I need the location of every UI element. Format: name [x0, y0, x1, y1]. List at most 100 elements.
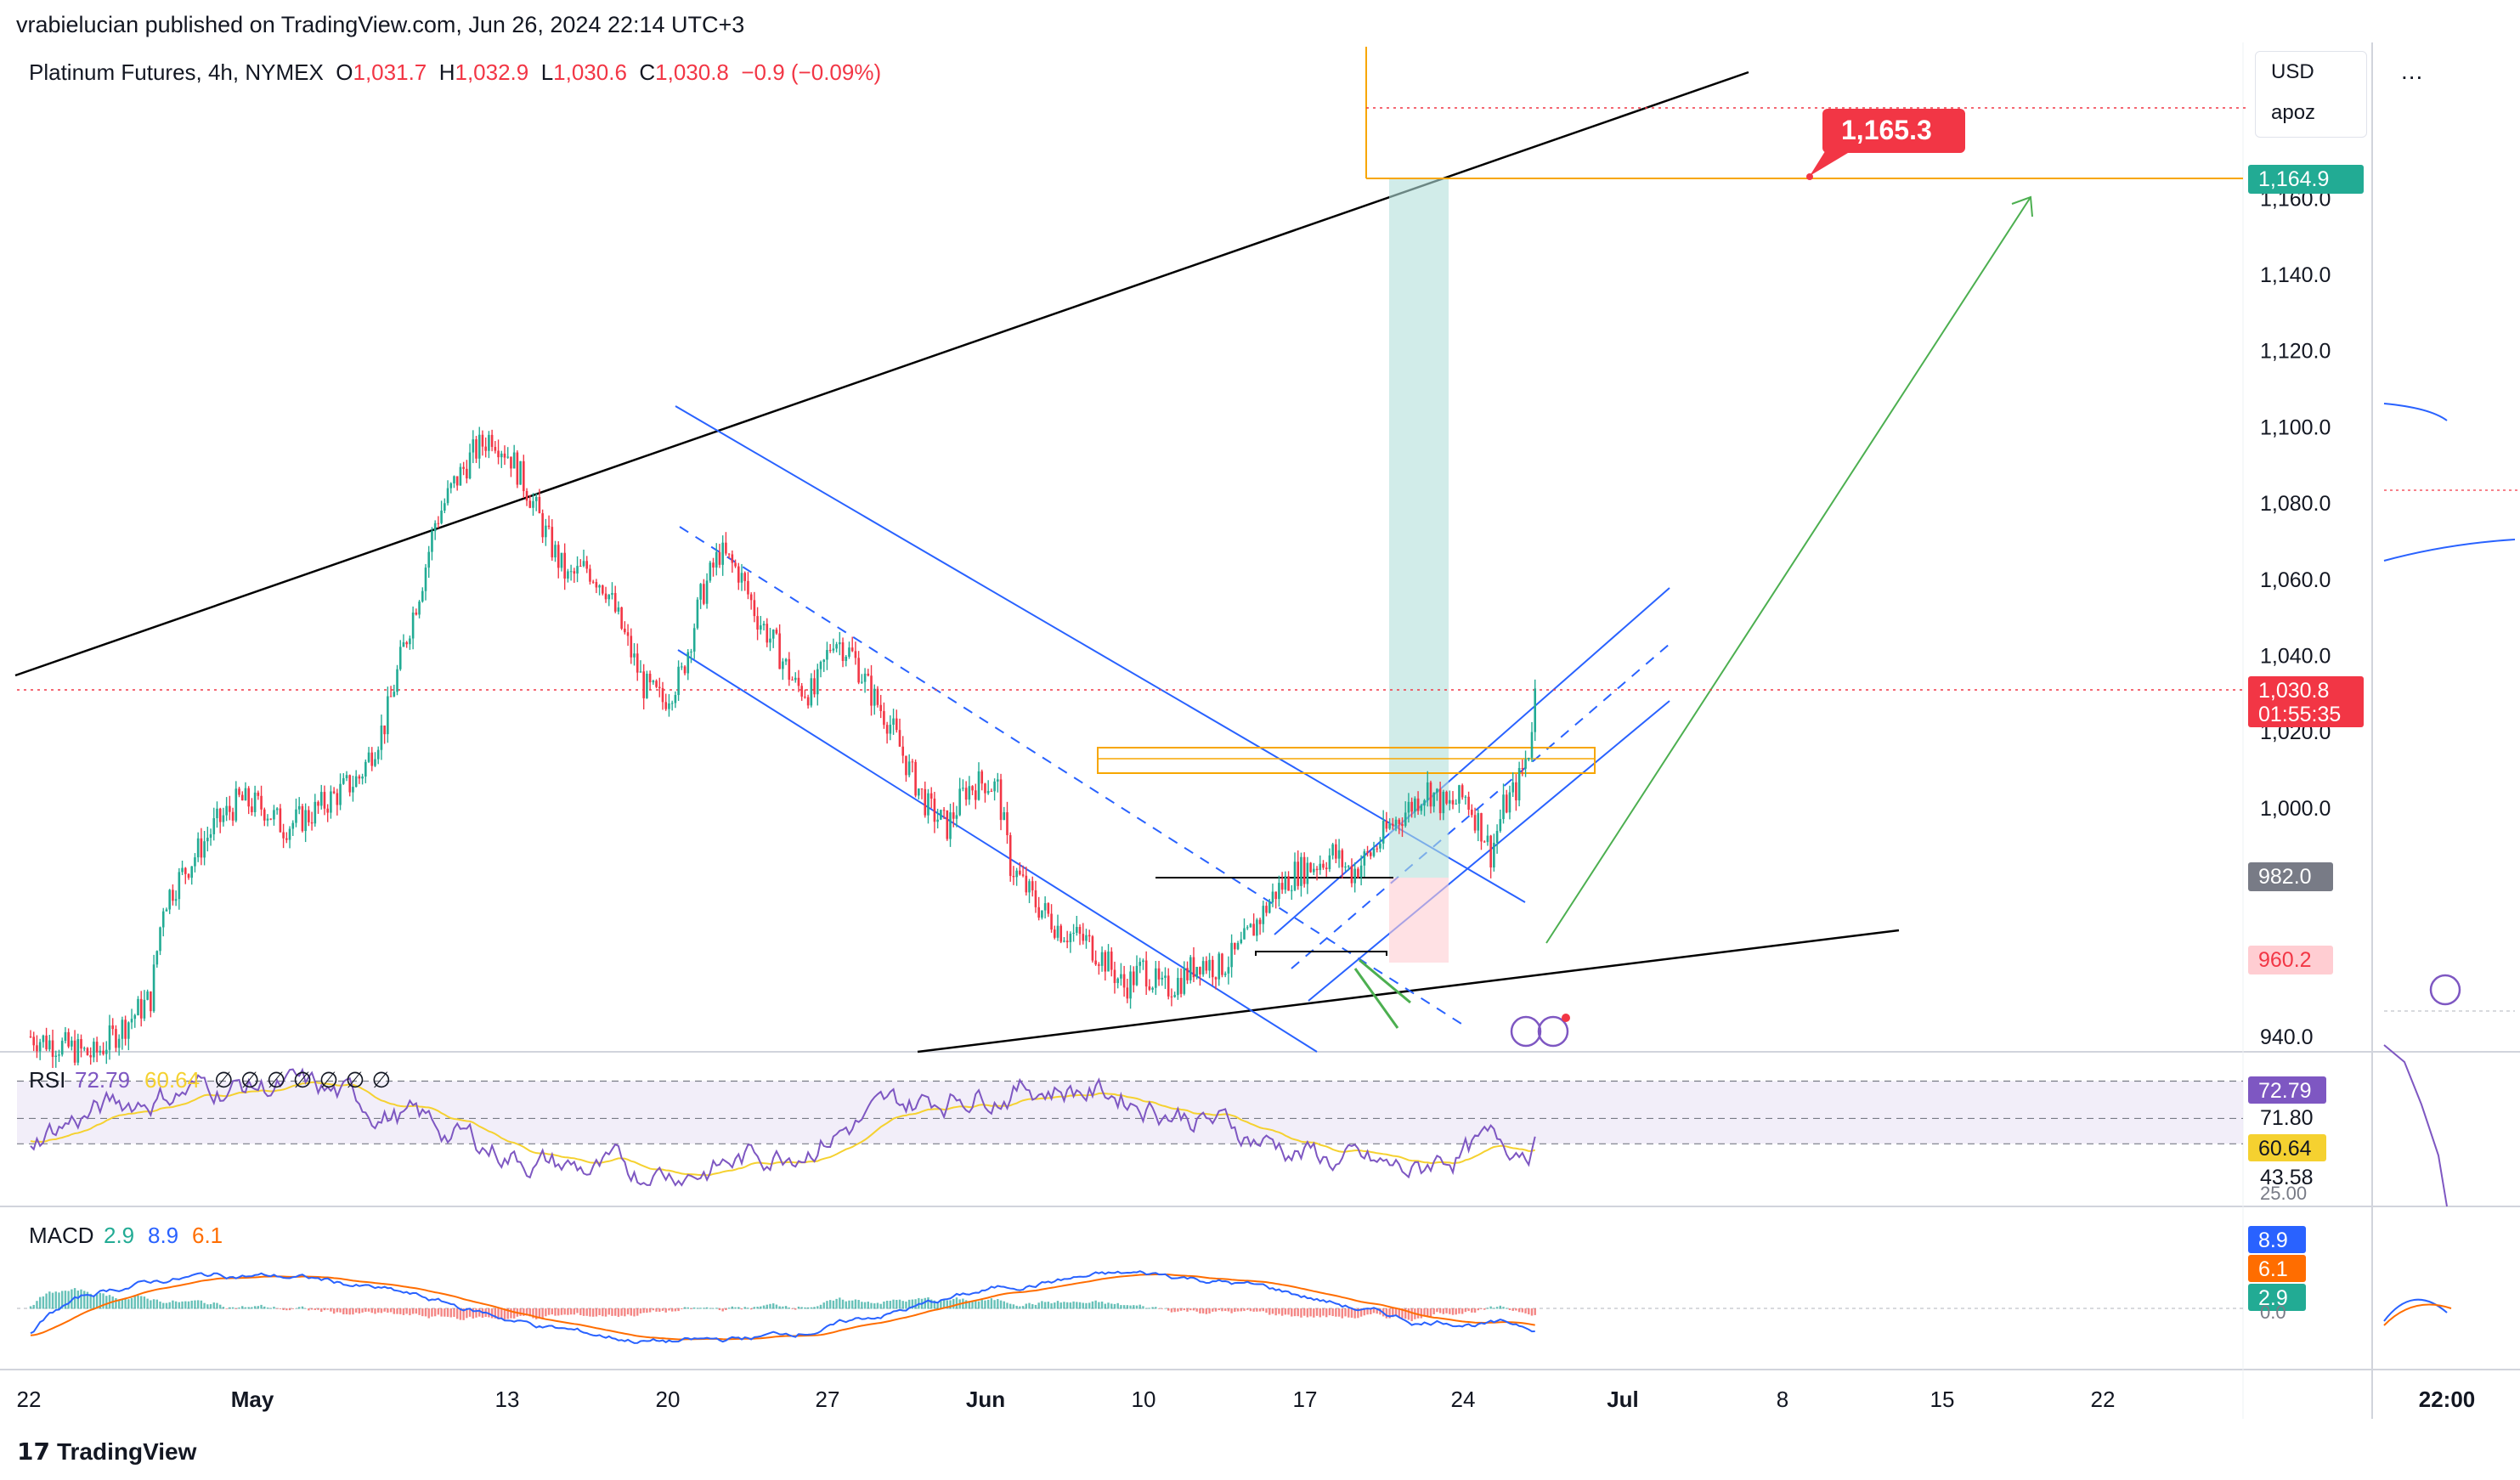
macd-hist-bar: [532, 1308, 534, 1319]
macd-hist-bar: [819, 1304, 822, 1309]
macd-hist-bar: [535, 1308, 538, 1319]
candle: [845, 657, 848, 661]
candle: [598, 585, 601, 588]
macd-hist-bar: [1201, 1308, 1205, 1313]
candle: [585, 561, 589, 569]
macd-hist-bar: [1208, 1308, 1211, 1314]
candle: [1517, 768, 1521, 801]
candle: [178, 872, 181, 900]
candle: [806, 697, 810, 706]
candle: [762, 624, 766, 626]
candle: [1268, 901, 1271, 913]
candle: [200, 838, 203, 858]
candle: [1300, 856, 1302, 886]
lower-trendline: [917, 929, 1900, 1054]
candle: [604, 593, 607, 600]
rsi-pane: RSI 72.79 60.64 ∅ ∅ ∅ ∅ ∅ ∅ ∅ 71.80 43.5825.0…: [17, 1044, 2448, 1207]
candle: [692, 628, 696, 652]
macd-hist-bar: [1271, 1308, 1274, 1314]
macd-hist-bar: [896, 1300, 898, 1309]
candle: [1258, 919, 1262, 924]
candle: [1132, 971, 1135, 986]
level-960-label-text: 960.2: [2258, 948, 2312, 972]
candle: [727, 553, 731, 555]
macd-hist-bar: [841, 1299, 845, 1309]
macd-hist-bar: [1167, 1308, 1170, 1311]
candle: [1243, 928, 1246, 940]
candle: [490, 434, 494, 448]
macd-hist-bar: [1214, 1308, 1218, 1312]
macd-hist-bar: [1427, 1308, 1429, 1316]
symbol-title[interactable]: Platinum Futures, 4h, NYMEX: [29, 59, 324, 85]
macd-hist-bar: [1432, 1308, 1435, 1314]
candle: [984, 783, 986, 794]
macd-hist-bar: [1313, 1308, 1315, 1318]
candle: [1369, 852, 1372, 856]
candle: [257, 792, 260, 796]
candle: [579, 566, 582, 568]
macd-hist-bar: [1495, 1307, 1499, 1309]
macd-hist-bar: [1467, 1308, 1470, 1312]
unit-label[interactable]: apoz: [2271, 101, 2316, 124]
candle: [658, 686, 661, 688]
candle: [1100, 952, 1104, 966]
macd-hist-bar: [1493, 1308, 1495, 1309]
candle: [557, 545, 560, 568]
candle: [1078, 927, 1082, 935]
rsi-ma-tag-text: 60.64: [2258, 1137, 2312, 1161]
macd-hist-bar: [933, 1300, 936, 1309]
time-tick: 22: [2091, 1387, 2116, 1412]
candle: [1129, 971, 1132, 999]
candle: [782, 661, 784, 669]
macd-hist-bar: [835, 1298, 838, 1309]
macd-hist-bar: [1511, 1308, 1514, 1311]
candle: [1034, 890, 1037, 907]
tradingview-logo[interactable]: 17 TradingView: [17, 1438, 197, 1466]
macd-hist-bar: [1142, 1306, 1144, 1309]
candle: [1179, 978, 1183, 994]
macd-hist-bar: [749, 1308, 753, 1310]
macd-hist-bar: [968, 1301, 971, 1309]
candle: [760, 625, 762, 630]
candle: [1142, 960, 1144, 963]
candle: [1157, 968, 1161, 980]
candle: [358, 776, 361, 779]
candle: [1195, 967, 1198, 978]
target-price-label: [2248, 165, 2364, 194]
macd-hist-bar: [1249, 1308, 1252, 1312]
candle: [1511, 782, 1514, 793]
macd-hist-bar: [124, 1298, 127, 1309]
macd-hist-bar: [352, 1308, 354, 1315]
macd-hist-bar: [1012, 1304, 1015, 1309]
candle: [462, 466, 465, 469]
macd-hist-bar: [1028, 1302, 1031, 1309]
candle: [1489, 835, 1492, 868]
candle: [418, 602, 421, 615]
macd-hist-bar: [108, 1295, 111, 1309]
macd-hist-bar: [1069, 1302, 1072, 1309]
macd-hist-bar: [1302, 1308, 1306, 1316]
macd-hist-bar: [48, 1291, 51, 1309]
candle: [1398, 819, 1401, 824]
candle: [1116, 978, 1119, 984]
candle: [1240, 939, 1243, 943]
candle: [630, 635, 633, 658]
candle: [1252, 924, 1255, 936]
macd-hist-bar: [1388, 1308, 1391, 1319]
macd-hist-bar: [560, 1308, 563, 1315]
candle: [361, 777, 364, 779]
change-value: −0.9 (−0.09%): [741, 59, 882, 85]
currency-unit-selector[interactable]: USD apoz: [2255, 51, 2367, 138]
macd-hist-bar: [187, 1301, 190, 1309]
currency-label[interactable]: USD: [2271, 60, 2314, 83]
candle: [405, 642, 408, 645]
candle: [867, 673, 870, 676]
more-menu-icon[interactable]: ...: [2401, 58, 2424, 84]
macd-hist-bar: [317, 1308, 319, 1310]
macd-hist-bar: [800, 1307, 803, 1309]
macd-hist-bar: [1385, 1308, 1388, 1319]
candle: [317, 801, 319, 806]
macd-hist-bar: [538, 1308, 541, 1318]
candle: [958, 788, 961, 816]
